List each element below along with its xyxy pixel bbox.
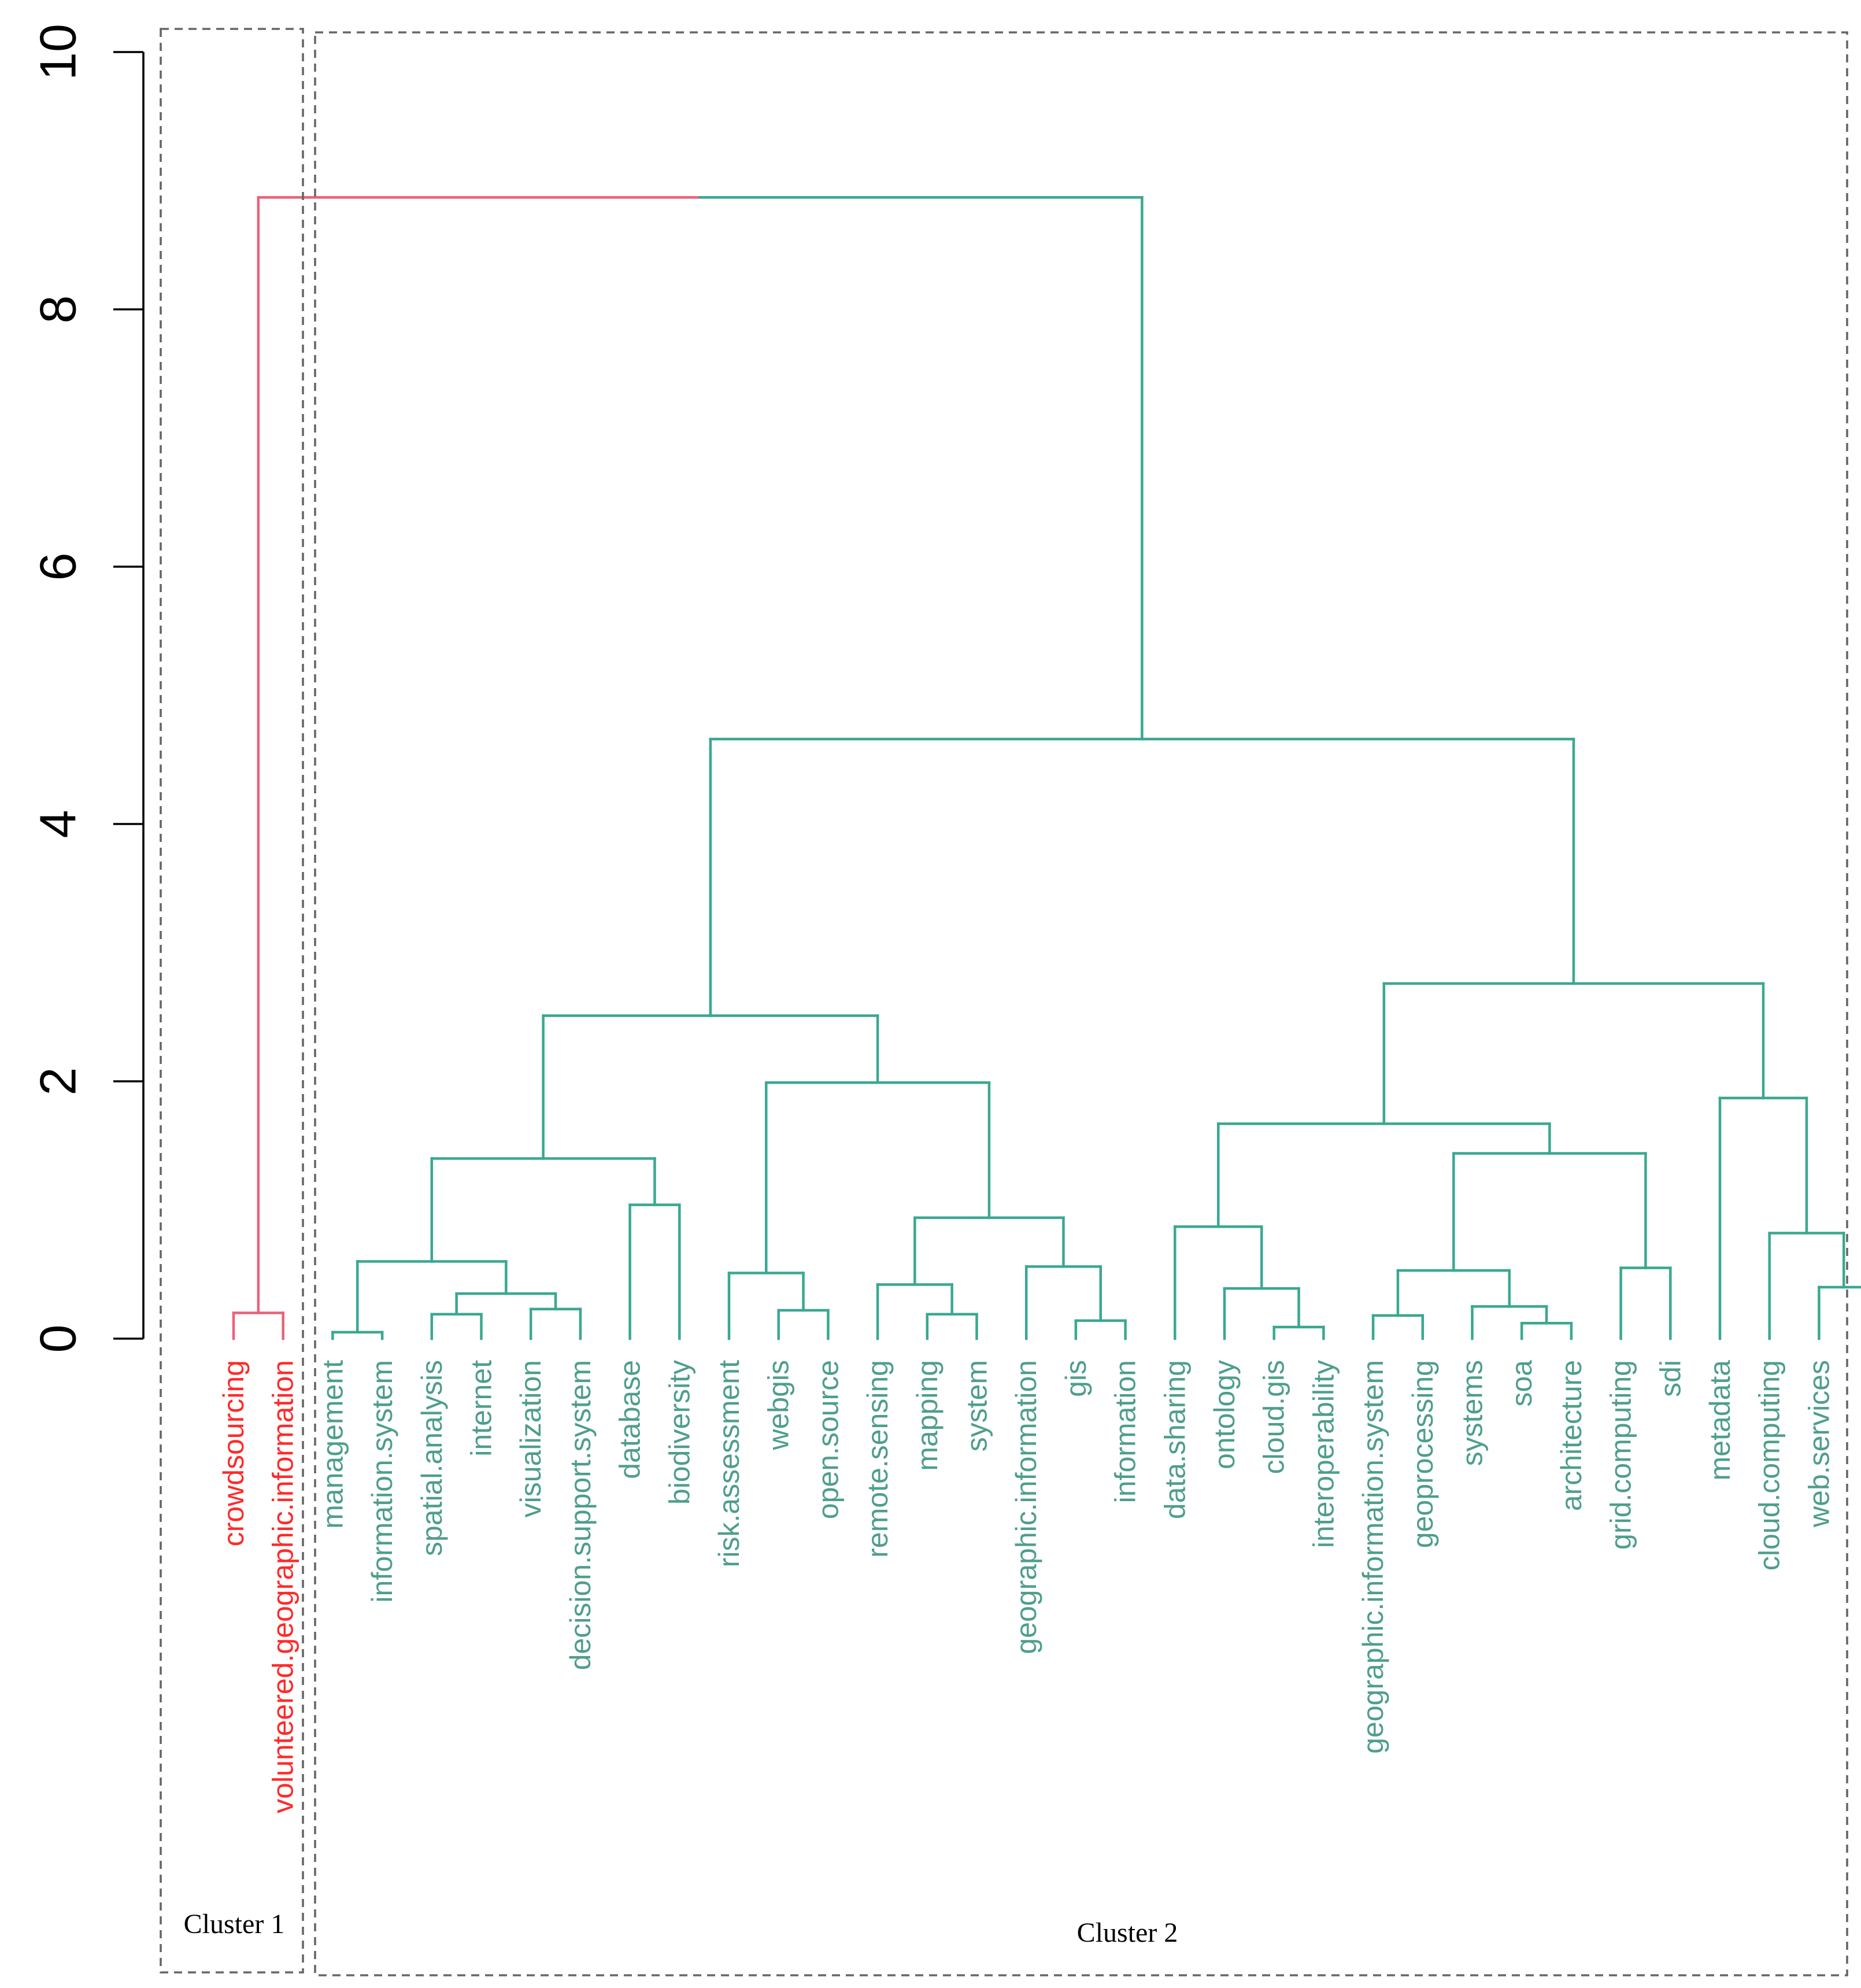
leaf-label: grid.computing bbox=[1605, 1360, 1637, 1550]
leaf-label: ogc bbox=[1852, 1360, 1861, 1407]
y-tick-label: 2 bbox=[29, 1067, 87, 1096]
leaf-label: gis bbox=[1060, 1360, 1092, 1397]
leaf-label: mapping bbox=[911, 1360, 944, 1471]
leaf-label: systems bbox=[1456, 1360, 1489, 1466]
leaf-label: spatial.analysis bbox=[416, 1360, 448, 1556]
leaf-label: management bbox=[316, 1360, 349, 1529]
leaf-label: webgis bbox=[763, 1360, 795, 1451]
leaf-label: cloud.computing bbox=[1753, 1360, 1786, 1571]
cluster-2-box bbox=[314, 31, 1848, 1976]
leaf-label: ontology bbox=[1208, 1360, 1241, 1469]
leaf-label: internet bbox=[465, 1360, 498, 1457]
leaf-label: soa bbox=[1505, 1360, 1538, 1407]
leaf-label: geographic.information bbox=[1010, 1360, 1042, 1654]
leaf-label: decision.support.system bbox=[564, 1360, 597, 1670]
leaf-label: volunteered.geographic.information bbox=[267, 1360, 299, 1813]
leaf-label: information.system bbox=[366, 1360, 398, 1603]
leaf-label: system bbox=[961, 1360, 993, 1451]
leaf-label: open.source bbox=[812, 1360, 844, 1519]
y-axis: 0 2 4 6 8 10 bbox=[29, 24, 145, 1353]
leaf-label: metadata bbox=[1704, 1360, 1736, 1481]
leaf-label: geoprocessing bbox=[1407, 1360, 1439, 1548]
leaf-label: web.services bbox=[1803, 1360, 1835, 1528]
leaf-label: biodiversity bbox=[663, 1360, 695, 1505]
leaf-label: visualization bbox=[515, 1360, 547, 1517]
leaf-label: sdi bbox=[1654, 1360, 1686, 1397]
y-tick-label: 10 bbox=[29, 24, 87, 80]
y-tick-label: 8 bbox=[29, 295, 87, 324]
leaf-label: remote.sensing bbox=[861, 1360, 894, 1558]
leaf-label: architecture bbox=[1555, 1360, 1588, 1511]
y-tick-label: 6 bbox=[29, 553, 87, 581]
leaf-label: crowdsourcing bbox=[217, 1360, 250, 1546]
y-tick-label: 4 bbox=[29, 810, 87, 838]
y-tick-label: 0 bbox=[29, 1325, 87, 1353]
leaf-label: geographic.information.system bbox=[1357, 1360, 1389, 1754]
dendrogram-links bbox=[232, 196, 1861, 1340]
leaf-labels: crowdsourcing volunteered.geographic.info… bbox=[217, 1360, 1861, 1813]
leaf-label: cloud.gis bbox=[1258, 1360, 1290, 1474]
cluster-1-label: Cluster 1 bbox=[184, 1909, 285, 1939]
leaf-label: interoperability bbox=[1307, 1360, 1340, 1548]
leaf-label: information bbox=[1109, 1360, 1142, 1503]
leaf-label: risk.assessment bbox=[713, 1360, 745, 1568]
cluster-2-label: Cluster 2 bbox=[1077, 1917, 1178, 1948]
leaf-label: data.sharing bbox=[1159, 1360, 1191, 1519]
leaf-label: database bbox=[614, 1360, 646, 1479]
cluster-boxes: Cluster 1 Cluster 2 bbox=[160, 28, 1848, 1976]
cluster-1-box bbox=[160, 28, 304, 1974]
